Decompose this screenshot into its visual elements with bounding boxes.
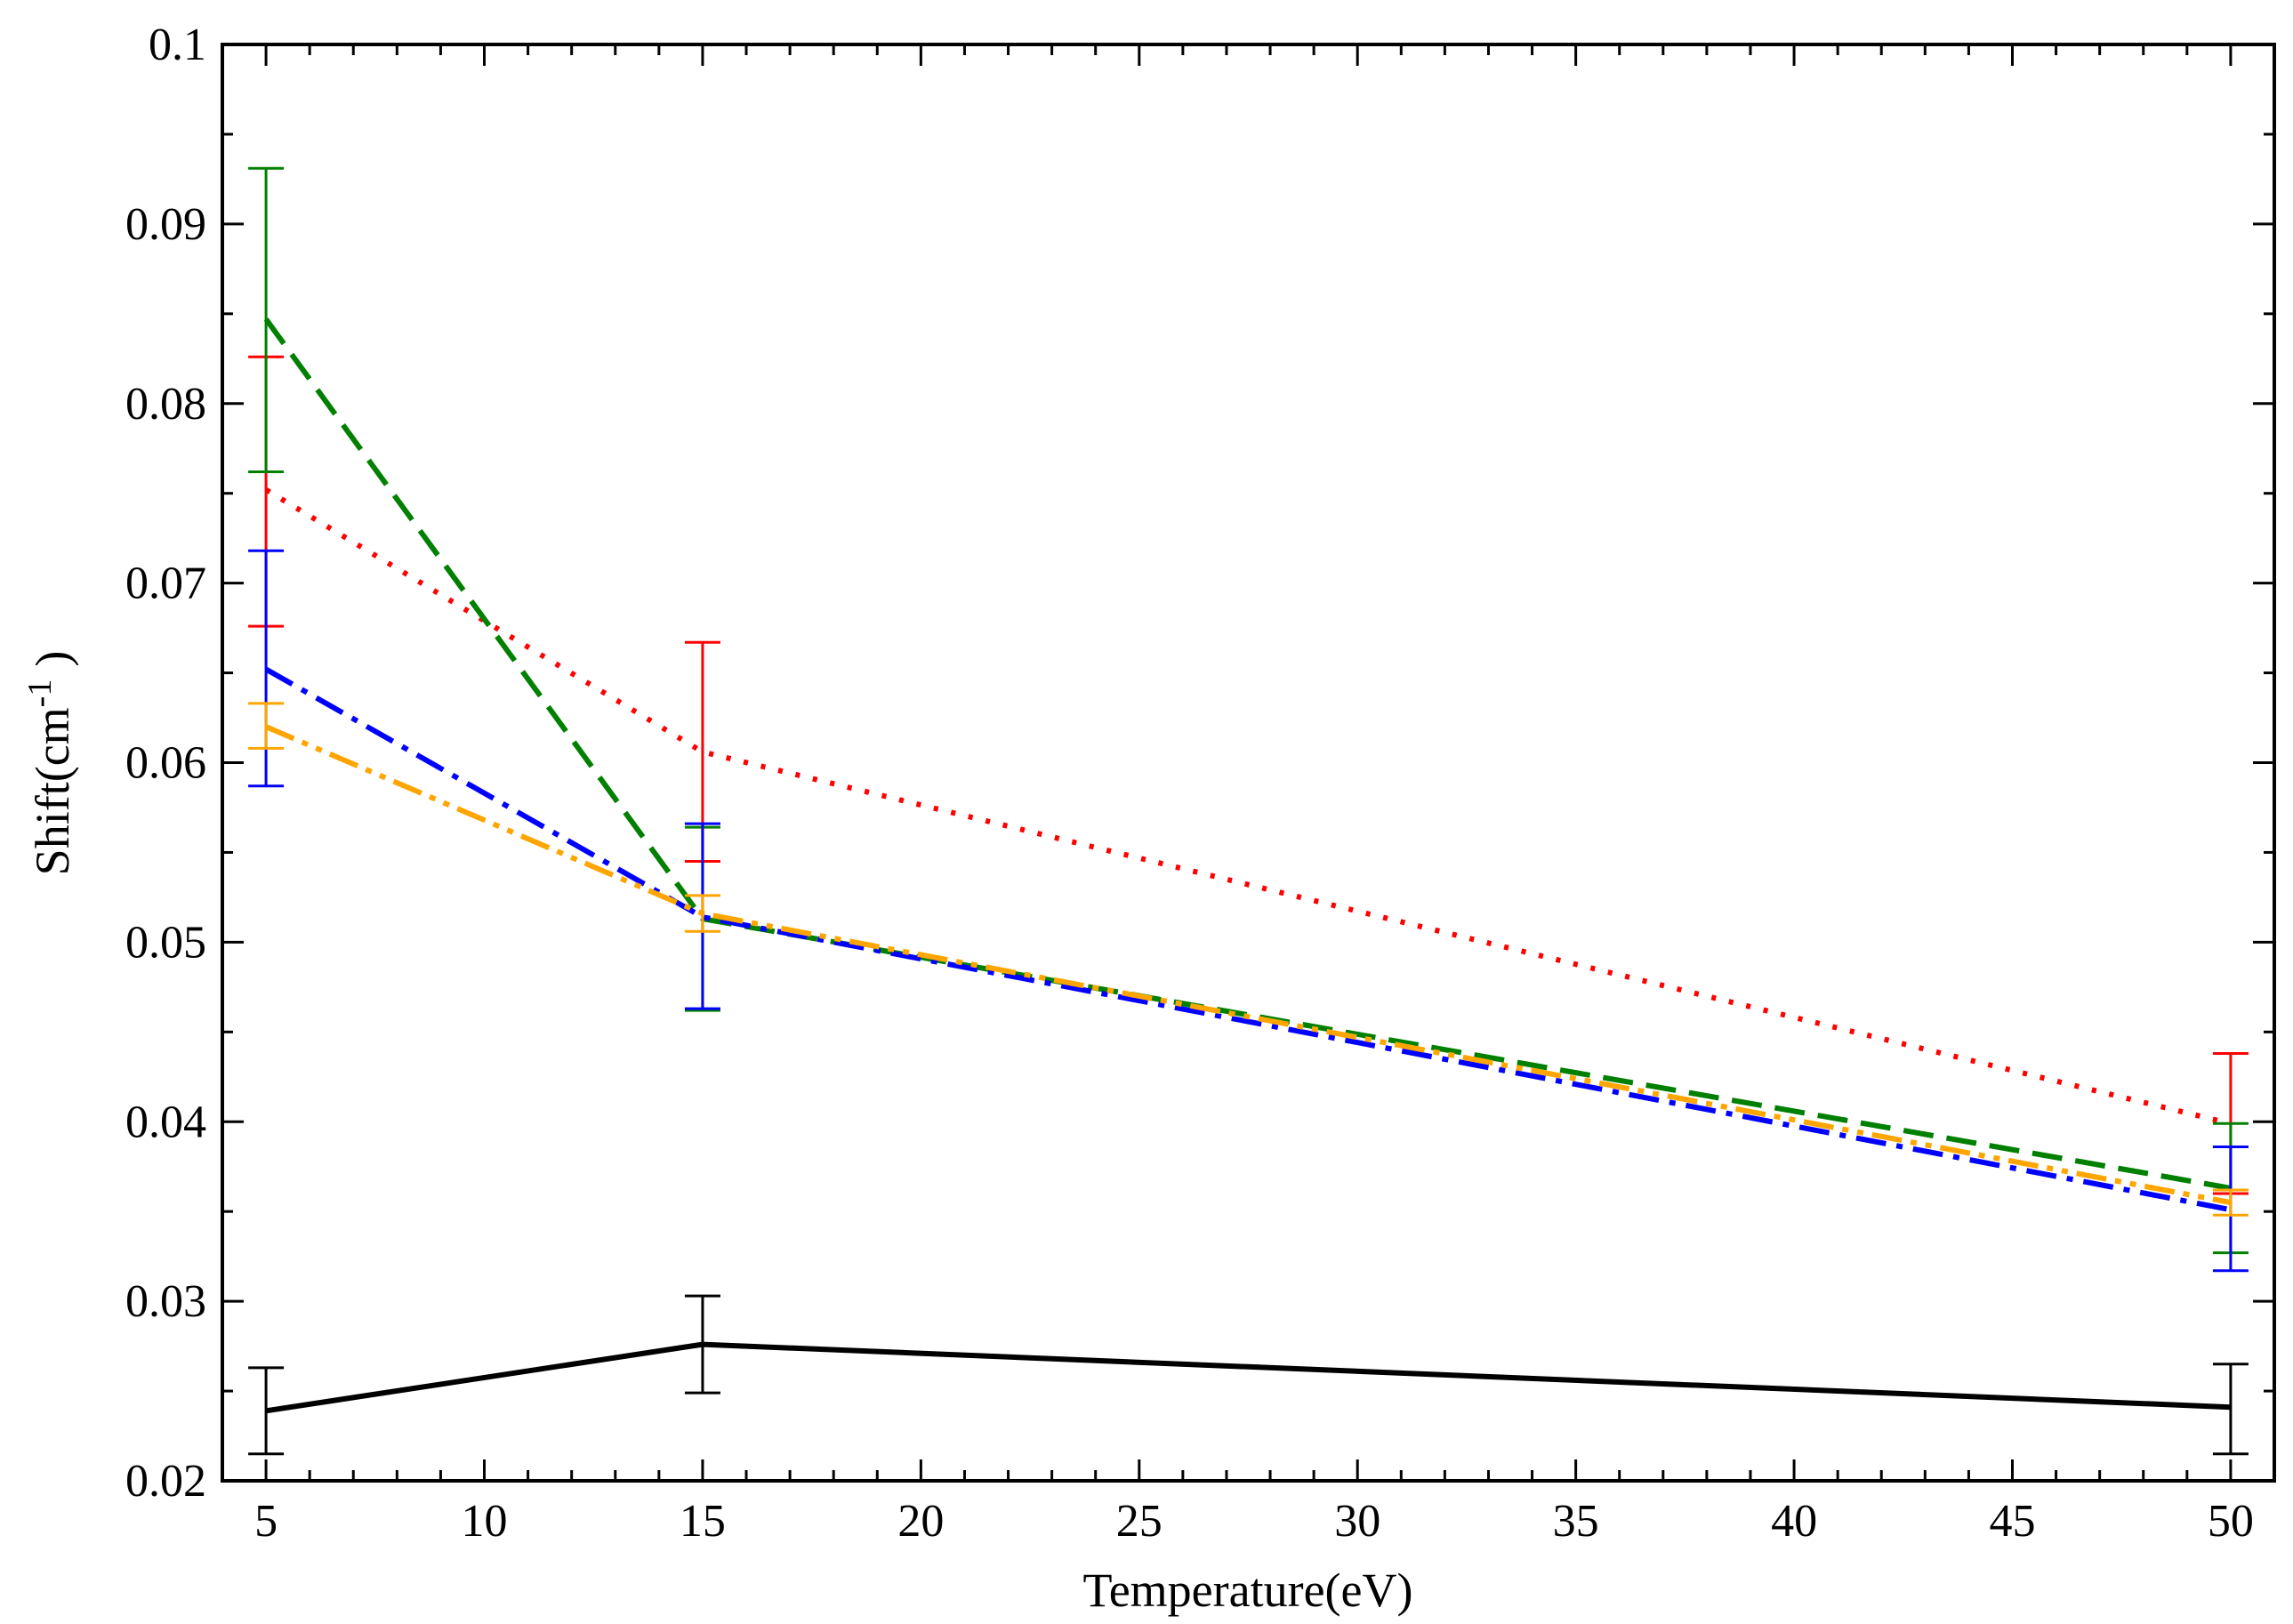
y-tick-label: 0.06 bbox=[125, 738, 206, 789]
data-point bbox=[265, 488, 268, 491]
y-tick-label: 0.07 bbox=[125, 559, 206, 609]
data-point bbox=[2229, 1406, 2232, 1409]
x-tick-label: 45 bbox=[1989, 1496, 2035, 1547]
x-tick-label: 5 bbox=[254, 1496, 278, 1547]
data-point bbox=[701, 1343, 704, 1346]
data-point bbox=[265, 668, 268, 671]
data-point bbox=[265, 726, 268, 728]
data-point bbox=[265, 318, 268, 320]
data-point bbox=[701, 751, 704, 753]
x-tick-label: 25 bbox=[1116, 1496, 1163, 1547]
y-axis-title: Shift(cm-1) bbox=[21, 651, 79, 876]
plot-frame bbox=[221, 43, 2276, 1483]
y-tick-label: 0.08 bbox=[125, 379, 206, 430]
x-tick-label: 40 bbox=[1771, 1496, 1817, 1547]
series-4 bbox=[248, 702, 2249, 1217]
y-tick-label: 0.05 bbox=[125, 917, 206, 968]
y-tick-label: 0.1 bbox=[149, 20, 206, 70]
series-0 bbox=[248, 1294, 2249, 1456]
y-axis-title-sup: -1 bbox=[21, 679, 59, 708]
data-point bbox=[2229, 1202, 2232, 1204]
y-tick-label: 0.02 bbox=[125, 1456, 206, 1507]
x-tick-label: 30 bbox=[1334, 1496, 1380, 1547]
x-tick-label: 20 bbox=[897, 1496, 944, 1547]
label-layer: 5 10 15 20 25 30 35 40 45 50 0.02 0.03 0.04 0.05 0.06 0… bbox=[125, 20, 2254, 1547]
x-tick-label: 50 bbox=[2208, 1496, 2254, 1547]
y-tick-label: 0.09 bbox=[125, 199, 206, 250]
y-tick-label: 0.03 bbox=[125, 1276, 206, 1327]
x-tick-label: 15 bbox=[680, 1496, 726, 1547]
x-axis-title: Temperature(eV) bbox=[1083, 1564, 1413, 1617]
x-tick-label: 10 bbox=[462, 1496, 508, 1547]
y-tick-label: 0.04 bbox=[125, 1097, 206, 1147]
x-tick-label: 35 bbox=[1553, 1496, 1599, 1547]
data-point bbox=[701, 912, 704, 915]
y-axis-title-tail: ) bbox=[26, 651, 79, 667]
series-layer bbox=[248, 166, 2249, 1456]
y-axis-title-base: Shift(cm bbox=[26, 707, 79, 875]
data-point bbox=[265, 1410, 268, 1412]
